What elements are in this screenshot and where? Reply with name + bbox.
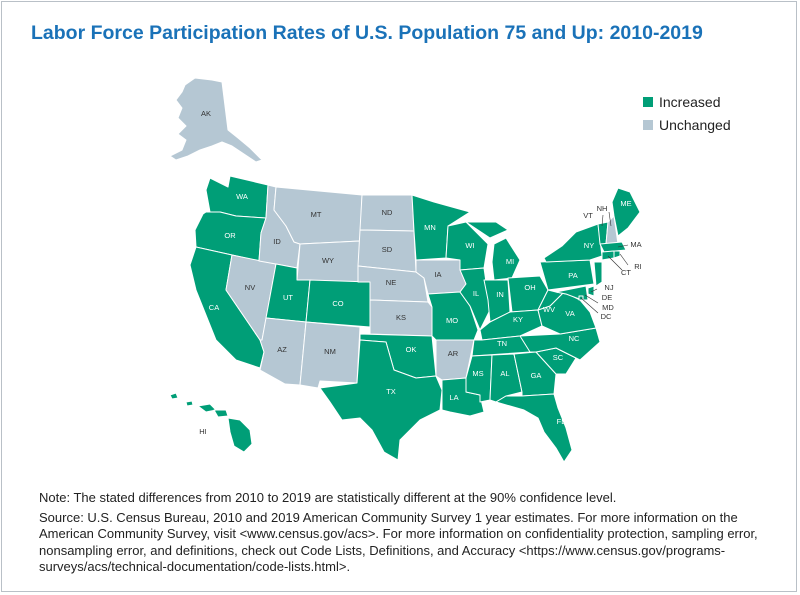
label-sd: SD [382,245,393,254]
label-ct: CT [621,268,631,277]
label-ky: KY [513,315,523,324]
leader-de [590,288,598,293]
label-nj: NJ [604,283,613,292]
label-ms: MS [472,369,483,378]
state-ri [613,250,621,259]
label-az: AZ [277,345,287,354]
state-tx [319,339,443,461]
legend-swatch-unchanged [643,119,653,130]
label-wi: WI [465,241,474,250]
legend-swatch-increased [643,96,653,107]
label-ia: IA [434,270,441,279]
label-oh: OH [524,283,535,292]
label-nc: NC [569,334,580,343]
label-wa: WA [236,192,248,201]
label-ne: NE [386,278,396,287]
label-al: AL [500,369,509,378]
leader-vt [601,214,604,227]
label-vt: VT [583,211,593,220]
label-tn: TN [497,339,507,348]
label-in: IN [496,290,504,299]
label-nd: ND [382,208,393,217]
label-ak: AK [201,109,211,118]
leader-ri [619,253,629,266]
label-pa: PA [568,271,577,280]
label-ar: AR [448,349,459,358]
label-nh: NH [597,204,608,213]
state-ma [599,241,627,253]
label-ks: KS [396,313,406,322]
label-ga: GA [531,371,542,380]
note-text: Note: The stated differences from 2010 t… [39,490,617,505]
label-nv: NV [245,283,255,292]
label-co: CO [332,299,343,308]
legend-label-unchanged: Unchanged [659,116,731,133]
label-hi: HI [199,427,207,436]
label-me: ME [620,199,631,208]
legend-item-increased: Increased [643,90,731,113]
label-il: IL [473,289,479,298]
label-mn: MN [424,223,436,232]
state-nj [593,261,603,287]
label-ma: MA [630,240,641,249]
label-ca: CA [209,303,219,312]
label-va: VA [565,309,574,318]
label-dc: DC [601,312,612,321]
label-ok: OK [406,345,417,354]
label-tx: TX [386,387,396,396]
label-nm: NM [324,347,336,356]
label-sc: SC [553,353,564,362]
state-nm [299,321,361,389]
leader-ma [617,244,629,248]
label-mi: MI [506,257,514,266]
state-me [611,187,641,237]
label-fl: FL [557,417,566,426]
leader-dc [580,297,599,314]
state-pa [539,259,595,291]
label-or: OR [224,231,236,240]
leader-ct [607,255,623,271]
map-title: Labor Force Participation Rates of U.S. … [31,22,703,44]
source-text: Source: U.S. Census Bureau, 2010 and 201… [39,509,758,575]
state-ct [601,250,615,261]
label-wv: WV [543,305,555,314]
state-ak [169,77,263,163]
label-ri: RI [634,262,642,271]
state-de [587,285,595,297]
label-id: ID [273,237,281,246]
legend-item-unchanged: Unchanged [643,113,731,136]
leader-nh [608,211,612,227]
label-de: DE [602,293,612,302]
footnotes: Note: The stated differences from 2010 t… [39,490,779,579]
label-md: MD [602,303,614,312]
label-la: LA [449,393,458,402]
label-wy: WY [322,256,334,265]
legend-label-increased: Increased [659,93,721,110]
legend: Increased Unchanged [643,90,731,136]
state-hi [169,392,253,453]
label-ut: UT [283,293,293,302]
label-ny: NY [584,241,594,250]
leader-md [584,294,599,304]
state-il [459,267,491,331]
state-fl [495,393,573,463]
label-mt: MT [311,210,322,219]
label-mo: MO [446,316,458,325]
